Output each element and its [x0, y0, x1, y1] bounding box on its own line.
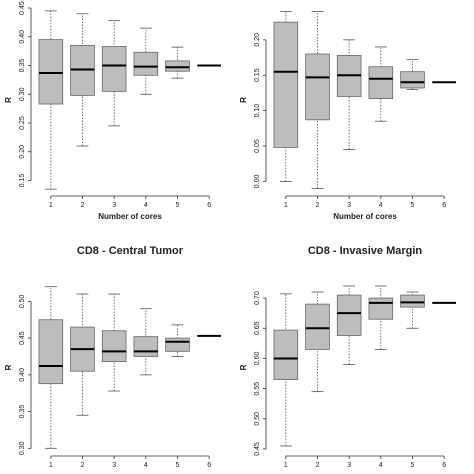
box	[101, 330, 127, 363]
x-tick-label: 1	[284, 462, 288, 469]
y-axis-label: R	[4, 97, 13, 103]
x-tick-label: 4	[379, 462, 383, 469]
y-tick-label: 0.55	[254, 382, 261, 396]
box	[165, 337, 190, 352]
y-tick-label: 0.45	[19, 331, 26, 345]
y-tick-label: 0.40	[19, 368, 26, 382]
box	[38, 319, 64, 385]
chart-title: CD8 - Central Tumor	[77, 245, 184, 257]
x-tick-label: 1	[284, 202, 288, 209]
y-tick-label: 0.65	[254, 321, 261, 335]
box	[273, 329, 299, 380]
y-tick-label: 0.25	[19, 116, 26, 130]
x-tick-label: 6	[442, 202, 446, 209]
box	[133, 336, 159, 357]
x-tick-label: 6	[207, 202, 211, 209]
y-tick-label: 0.40	[19, 30, 26, 44]
box	[368, 297, 394, 320]
x-tick-label: 4	[144, 462, 148, 469]
x-tick-label: 2	[81, 202, 85, 209]
x-tick-label: 6	[442, 462, 446, 469]
box	[368, 66, 394, 99]
x-tick-label: 2	[316, 202, 320, 209]
x-tick-label: 6	[207, 462, 211, 469]
y-tick-label: 0.00	[254, 174, 261, 188]
x-tick-label: 5	[411, 202, 415, 209]
box	[165, 60, 190, 72]
y-tick-label: 0.15	[19, 174, 26, 188]
x-tick-label: 3	[347, 462, 351, 469]
y-tick-label: 0.30	[19, 87, 26, 101]
y-tick-label: 0.35	[19, 59, 26, 73]
x-tick-label: 3	[347, 202, 351, 209]
box	[305, 303, 330, 350]
x-axis-label: Number of cores	[333, 212, 397, 221]
x-tick-label: 5	[176, 462, 180, 469]
box	[336, 294, 362, 336]
x-tick-label: 2	[81, 462, 85, 469]
y-tick-label: 0.50	[19, 294, 26, 308]
x-tick-label: 1	[49, 202, 53, 209]
box	[305, 53, 330, 121]
y-tick-label: 0.45	[19, 1, 26, 15]
y-tick-label: 0.10	[254, 104, 261, 118]
y-tick-label: 0.15	[254, 68, 261, 82]
x-tick-label: 4	[144, 202, 148, 209]
box	[273, 21, 299, 148]
y-tick-label: 0.70	[254, 291, 261, 305]
y-tick-label: 0.05	[254, 139, 261, 153]
y-tick-label: 0.45	[254, 442, 261, 456]
y-tick-label: 0.50	[254, 412, 261, 426]
y-tick-label: 0.20	[19, 145, 26, 159]
y-tick-label: 0.35	[19, 405, 26, 419]
x-tick-label: 2	[316, 462, 320, 469]
chart-title: CD8 - Invasive Margin	[308, 245, 423, 257]
box	[400, 294, 425, 308]
y-tick-label: 0.60	[254, 352, 261, 366]
y-tick-label: 0.30	[19, 441, 26, 455]
box	[400, 71, 425, 89]
box	[101, 46, 127, 92]
box	[38, 39, 64, 105]
y-axis-label: R	[4, 364, 13, 370]
x-tick-label: 5	[411, 462, 415, 469]
x-tick-label: 1	[49, 462, 53, 469]
x-tick-label: 3	[112, 462, 116, 469]
y-axis-label: R	[239, 364, 248, 370]
box	[133, 51, 159, 76]
x-tick-label: 4	[379, 202, 383, 209]
y-axis-label: R	[239, 97, 248, 103]
x-axis-label: Number of cores	[98, 212, 162, 221]
x-tick-label: 5	[176, 202, 180, 209]
x-tick-label: 3	[112, 202, 116, 209]
y-tick-label: 0.20	[254, 33, 261, 47]
